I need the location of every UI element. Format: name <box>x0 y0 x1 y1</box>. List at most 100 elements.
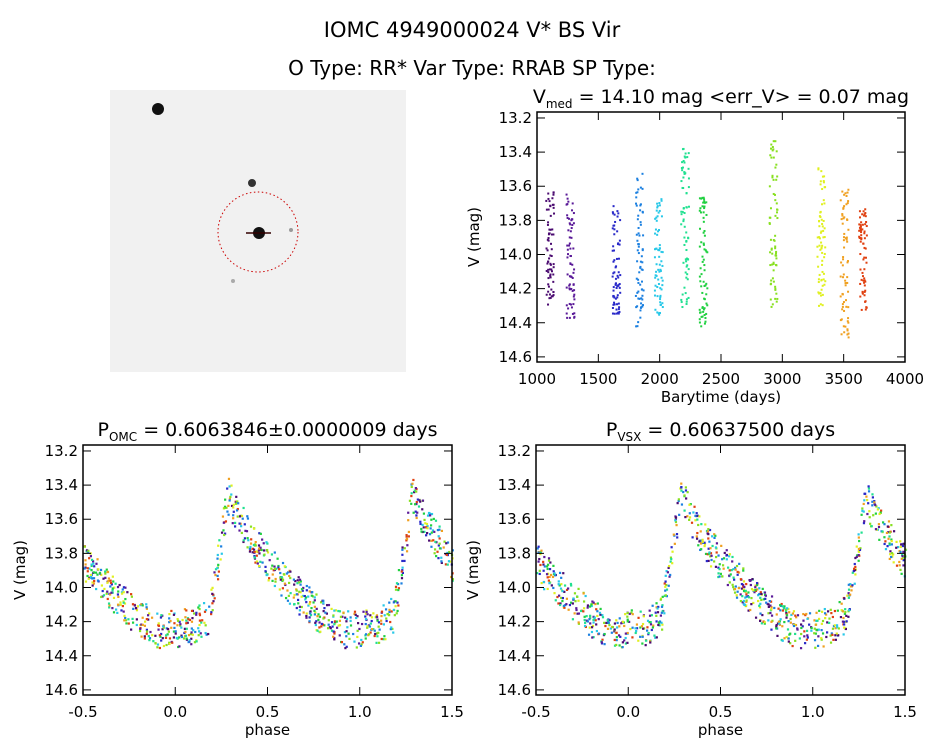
data-point <box>837 634 840 637</box>
data-point <box>614 282 617 285</box>
data-point <box>842 256 845 259</box>
data-point <box>822 199 825 202</box>
data-point <box>743 603 746 606</box>
data-point <box>225 506 228 509</box>
x-tick-label: -0.5 <box>68 703 97 721</box>
data-point <box>703 198 706 201</box>
plot-title-main: P <box>98 419 109 441</box>
data-point <box>169 619 172 623</box>
data-point <box>640 297 643 300</box>
data-point <box>235 495 238 498</box>
data-point <box>133 604 136 607</box>
data-point <box>902 550 905 553</box>
data-point <box>817 168 820 171</box>
data-point <box>401 546 404 549</box>
data-point <box>147 635 150 638</box>
data-point <box>238 529 241 532</box>
data-point <box>770 608 773 611</box>
data-point <box>369 614 372 617</box>
data-point <box>821 175 824 178</box>
data-point <box>397 604 400 607</box>
data-point <box>563 606 566 609</box>
data-point <box>774 287 777 290</box>
data-point <box>728 553 731 556</box>
data-point <box>847 306 850 309</box>
data-point <box>661 623 664 626</box>
data-point <box>818 273 821 276</box>
data-point <box>372 612 375 615</box>
data-point <box>111 589 114 592</box>
data-point <box>841 213 844 216</box>
data-point <box>217 563 220 566</box>
data-point <box>639 260 642 263</box>
data-point <box>737 571 741 574</box>
data-point <box>687 152 690 155</box>
data-point <box>888 531 891 534</box>
data-point <box>637 232 640 235</box>
data-point <box>289 592 292 595</box>
data-point <box>781 609 785 612</box>
data-point <box>561 590 564 593</box>
y-tick-label: 13.6 <box>499 177 532 195</box>
data-point <box>684 156 687 159</box>
data-point <box>775 613 778 616</box>
data-point <box>421 508 424 511</box>
data-point <box>568 283 571 286</box>
data-point <box>635 204 638 207</box>
data-point <box>114 582 117 585</box>
data-point <box>293 583 296 586</box>
data-point <box>433 548 437 551</box>
data-point <box>699 542 703 545</box>
data-point <box>840 602 843 605</box>
data-point <box>901 543 904 546</box>
data-point <box>388 610 391 614</box>
data-point <box>299 591 302 594</box>
data-point <box>698 318 701 321</box>
data-point <box>615 639 618 642</box>
data-point <box>789 621 792 624</box>
data-point <box>131 617 134 620</box>
data-point <box>771 263 774 266</box>
data-point <box>242 540 245 544</box>
data-point <box>202 602 206 605</box>
data-point <box>229 495 232 499</box>
data-point <box>204 609 208 612</box>
star-faint <box>289 228 293 232</box>
y-tick-label: 14.2 <box>498 613 531 631</box>
data-point <box>862 502 865 506</box>
data-point <box>685 240 688 243</box>
data-point <box>699 267 702 270</box>
data-point <box>863 279 866 282</box>
data-point <box>613 303 616 306</box>
data-point <box>898 560 901 564</box>
data-point <box>674 519 677 522</box>
data-point <box>880 509 883 512</box>
data-point <box>195 611 198 614</box>
data-point <box>860 531 863 534</box>
data-point <box>426 525 429 528</box>
data-point <box>775 257 778 260</box>
data-point <box>732 576 735 579</box>
data-point <box>198 607 201 611</box>
data-point <box>571 312 574 315</box>
data-point <box>785 614 789 617</box>
data-point <box>703 544 706 548</box>
data-point <box>818 236 821 239</box>
data-point <box>89 555 93 558</box>
data-point <box>650 628 653 632</box>
data-point <box>822 272 825 275</box>
data-point <box>654 636 657 639</box>
data-point <box>828 621 831 625</box>
data-point <box>871 504 874 507</box>
data-point <box>552 586 555 590</box>
data-point <box>725 549 728 552</box>
data-point <box>305 612 308 615</box>
data-point <box>702 216 705 219</box>
data-point <box>539 550 542 554</box>
data-point <box>778 622 781 625</box>
data-point <box>178 636 181 639</box>
data-point <box>217 544 220 547</box>
data-point <box>714 534 717 537</box>
data-point <box>370 616 374 619</box>
data-point <box>824 616 827 620</box>
